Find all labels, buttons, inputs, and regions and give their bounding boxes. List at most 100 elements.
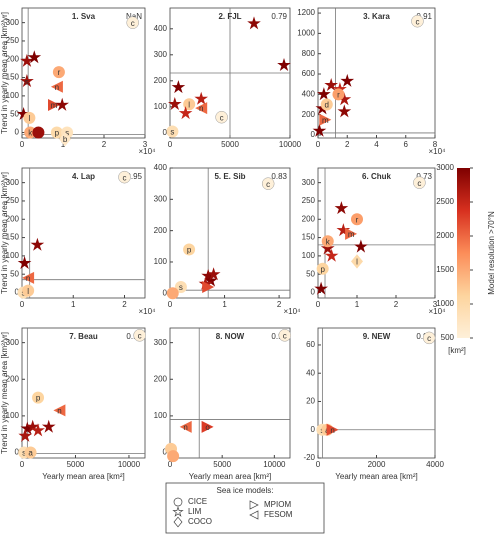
x-tick-label: 2 (122, 300, 127, 309)
point-label: c (138, 331, 142, 340)
y-tick-label: 100 (6, 411, 20, 420)
point-label: s (179, 283, 183, 292)
point-label: k (28, 129, 33, 138)
y-tick-label: 300 (6, 338, 20, 347)
point-label: b (63, 135, 68, 144)
x-tick-label: 6 (404, 140, 409, 149)
y-tick-label: 200 (6, 374, 20, 383)
point-label: s (22, 449, 26, 458)
legend-marker (173, 516, 183, 528)
y-tick-label: -20 (303, 453, 315, 462)
legend-marker (173, 497, 183, 507)
point-label: m (51, 101, 58, 110)
data-point (32, 126, 45, 139)
colorbar-tick-label: 2500 (436, 197, 454, 206)
x-tick-label: 2000 (368, 460, 386, 469)
x-multiplier: ×10⁴ (138, 307, 156, 316)
y-tick-label: 250 (6, 36, 20, 45)
y-tick-label: 200 (6, 54, 20, 63)
y-tick-label: 0 (311, 425, 316, 434)
correlation: 0.73 (416, 172, 432, 181)
x-tick-label: 8 (433, 140, 438, 149)
plot-frame (169, 167, 291, 299)
data-point (195, 102, 208, 115)
legend-label: COCO (188, 517, 212, 526)
y-tick-label: 50 (10, 269, 19, 278)
y-tick-label: 100 (6, 91, 20, 100)
point-label: c (220, 113, 224, 122)
data-point (52, 66, 65, 79)
plot-frame (169, 327, 291, 459)
correlation: 0.79 (271, 12, 287, 21)
data-point (312, 123, 327, 137)
point-label: l (188, 100, 190, 109)
point-label: l (28, 114, 30, 123)
panel-title: 1. Sva (72, 12, 96, 21)
data-point (277, 58, 291, 71)
data-point (320, 241, 335, 255)
x-tick-label: 1 (222, 300, 227, 309)
data-point (166, 287, 179, 300)
data-point (261, 177, 275, 190)
x-multiplier: ×10⁴ (428, 147, 446, 156)
point-label: r (337, 90, 340, 99)
data-point (183, 243, 196, 256)
legend-marker (249, 500, 259, 510)
data-point (48, 99, 60, 111)
data-point (326, 423, 339, 436)
data-point (340, 73, 355, 87)
y-tick-label: 0 (311, 288, 316, 297)
point-label: s (65, 129, 69, 138)
data-point (314, 281, 328, 295)
data-point (345, 227, 358, 240)
y-tick-label: 600 (302, 69, 316, 78)
x-tick-label: 0 (316, 460, 321, 469)
point-label: c (131, 19, 135, 28)
y-tick-label: 0 (163, 448, 168, 457)
x-tick-label: 10000 (118, 460, 141, 469)
data-point (18, 428, 33, 442)
x-tick-label: 4 (374, 140, 379, 149)
data-point (183, 98, 196, 111)
panel-title: 2. FJL (218, 12, 241, 21)
legend-title: Sea ice models: (217, 486, 274, 495)
y-tick-label: 400 (154, 24, 168, 33)
y-tick-label: 40 (306, 368, 315, 377)
point-label: n (57, 407, 61, 416)
data-point (319, 113, 332, 126)
data-point (50, 126, 63, 139)
data-point (204, 273, 218, 287)
data-point (334, 201, 349, 215)
panel-title: 5. E. Sib (214, 172, 245, 181)
data-point (422, 331, 436, 345)
x-tick-label: 1 (355, 300, 360, 309)
y-tick-label: 200 (154, 76, 168, 85)
panel-title: 6. Chuk (362, 172, 391, 181)
point-label: c (266, 180, 270, 189)
data-point (351, 254, 363, 269)
data-point (59, 131, 71, 147)
data-point (133, 329, 146, 342)
data-point (166, 125, 179, 138)
point-label: l (356, 257, 358, 266)
x-tick-label: 5000 (221, 140, 239, 149)
plot-frame (21, 167, 146, 299)
data-point (320, 98, 333, 111)
point-label: n (330, 426, 334, 435)
data-point (351, 213, 363, 226)
y-tick-label: 1000 (297, 29, 315, 38)
correlation: 0.95 (126, 172, 142, 181)
y-tick-label: 300 (302, 178, 316, 187)
data-point (23, 111, 36, 124)
y-tick-label: 200 (6, 214, 20, 223)
panel-title: 7. Beau (69, 332, 98, 341)
panel-title: 9. NEW (363, 332, 391, 341)
data-point (413, 176, 426, 189)
data-point (126, 16, 139, 29)
data-point (17, 256, 32, 269)
x-tick-label: 3 (143, 140, 148, 149)
y-tick-label: 400 (154, 163, 168, 172)
y-tick-label: 300 (6, 18, 20, 27)
x-tick-label: 0 (20, 300, 25, 309)
